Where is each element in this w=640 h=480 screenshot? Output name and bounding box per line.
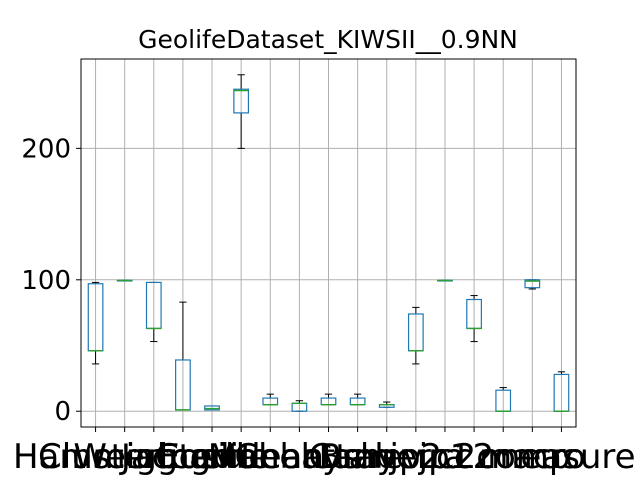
x-tick-label: c2 — [454, 437, 494, 477]
x-tick-label: Weighted — [73, 437, 234, 477]
x-tick-label: jp1 — [418, 437, 472, 477]
box-c2 — [466, 295, 482, 343]
box-macro — [524, 279, 541, 290]
x-tick-label: Jaccard — [119, 437, 245, 477]
grid-lines — [81, 59, 576, 427]
box-euclidean — [233, 74, 250, 149]
y-axis-ticks: 0 100 200 — [21, 134, 81, 427]
box-jp1 — [437, 279, 453, 282]
box-manhattan — [291, 400, 308, 412]
box-hamming — [87, 281, 104, 365]
box-clustering — [116, 279, 133, 282]
box-bray — [349, 393, 366, 406]
x-axis-ticks: HammingClusteringWeightedJaccardCosineEu… — [13, 427, 636, 477]
x-tick-label: c2comp — [436, 437, 571, 477]
x-tick-label: Manhattan — [208, 437, 391, 477]
box-jp2 — [407, 306, 424, 365]
x-tick-label: Cosine — [155, 437, 269, 477]
x-tick-label: Hamming — [13, 437, 178, 477]
y-tick-label: 200 — [21, 134, 71, 164]
x-tick-label: measure — [487, 437, 635, 477]
x-tick-label: macro — [479, 437, 586, 477]
box-cosine — [204, 405, 220, 411]
x-tick-label: jp2 — [389, 437, 443, 477]
x-tick-label: Canberra — [308, 437, 465, 477]
x-tick-label: Clustering — [38, 437, 211, 477]
y-tick-label: 100 — [21, 266, 71, 296]
iqr-box — [524, 279, 541, 289]
x-tick-label: Bray — [318, 437, 396, 477]
chart-title: GeolifeDataset_KIWSII__0.9NN — [138, 25, 518, 54]
box-c2comp — [495, 387, 512, 412]
x-tick-label: Lee — [240, 437, 300, 477]
box-jaccard — [175, 301, 191, 411]
box-lee — [262, 393, 279, 406]
box-measure — [553, 371, 570, 412]
box-canberra — [378, 401, 395, 408]
box-chebyshev — [320, 393, 337, 406]
x-tick-label: Euclidean — [158, 437, 324, 477]
x-tick-label: Chebyshev — [234, 437, 422, 477]
box-weighted — [145, 281, 162, 343]
box-series — [87, 74, 570, 412]
iqr-box — [233, 88, 250, 114]
y-tick-label: 0 — [54, 397, 71, 427]
